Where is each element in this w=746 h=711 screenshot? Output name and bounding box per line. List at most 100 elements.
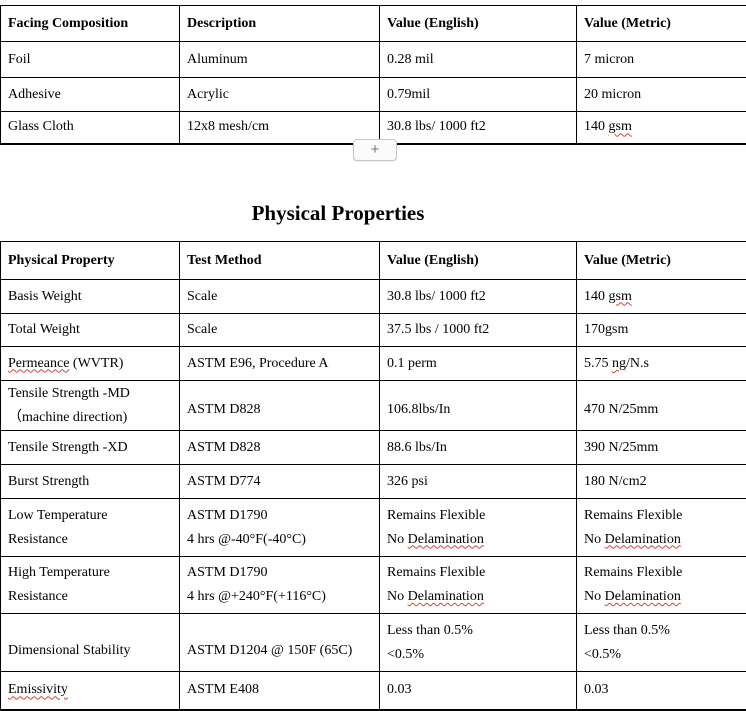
table-cell: ASTM D1790 4 hrs @+240°F(+116°C) — [179, 556, 380, 614]
table-cell: 5.75 ng/N.s — [576, 346, 746, 381]
cell-text: Dimensional Stability — [8, 643, 131, 658]
table-row: Dimensional Stability ASTM D1204 @ 150F (… — [0, 613, 746, 672]
cell-line: 0.28 mil — [387, 48, 572, 72]
table-cell: 0.79mil — [379, 77, 577, 112]
cell-line: ASTM D1790 — [187, 504, 375, 528]
cell-line: 180 N/cm2 — [584, 470, 742, 494]
table-cell: 37.5 lbs / 1000 ft2 — [379, 313, 577, 347]
table-cell: Adhesive — [0, 77, 180, 112]
cell-line: 0.03 — [584, 678, 742, 702]
cell-text: Value (English) — [387, 15, 479, 31]
cell-text: Value (English) — [387, 252, 479, 268]
cell-text: 140 — [584, 288, 609, 304]
table-cell: 170gsm — [576, 313, 746, 347]
cell-text: Scale — [187, 288, 218, 304]
cell-text: 4 hrs @+240°F(+116°C) — [187, 589, 326, 604]
table-cell: Low Temperature Resistance — [0, 498, 180, 557]
cell-line: ASTM D828 — [187, 436, 375, 460]
cell-line: Remains Flexible — [387, 561, 572, 585]
cell-line: Permeance (WVTR) — [8, 352, 175, 376]
cell-line: ASTM D1790 — [187, 561, 375, 585]
cell-line: Burst Strength — [8, 470, 175, 494]
cell-line: 88.6 lbs/In — [387, 436, 572, 460]
table-cell: Foil — [0, 41, 180, 78]
cell-text: 37.5 lbs / 1000 ft2 — [387, 322, 490, 337]
cell-line: Value (Metric) — [584, 12, 742, 36]
table-cell: 326 psi — [379, 464, 577, 499]
table-cell: Total Weight — [0, 313, 180, 347]
cell-text: Basis Weight — [8, 288, 82, 304]
cell-line: 4 hrs @+240°F(+116°C) — [187, 585, 375, 609]
table-row: Adhesive Acrylic 0.79mil 20 micron — [0, 77, 746, 112]
cell-line: 140 gsm — [584, 285, 742, 309]
misspelled-word: gsm — [608, 288, 632, 304]
cell-text: 5.75 — [584, 356, 612, 371]
cell-line: Glass Cloth — [8, 115, 175, 139]
cell-text: 0.03 — [387, 682, 412, 698]
table-row: Foil Aluminum 0.28 mil 7 micron — [0, 41, 746, 78]
table-cell: Remains Flexible No Delamination — [379, 556, 577, 614]
cell-text: Facing Composition — [8, 15, 129, 31]
cell-text: Value (Metric) — [584, 252, 671, 268]
cell-line: Total Weight — [8, 318, 175, 342]
cell-line: Basis Weight — [8, 285, 175, 309]
table-cell: 12x8 mesh/cm — [179, 111, 380, 144]
table-cell: Scale — [179, 279, 380, 314]
cell-line: Remains Flexible — [387, 504, 572, 528]
cell-line: （machine direction) — [8, 406, 175, 430]
cell-line: Emissivity — [8, 678, 175, 702]
cell-line: Remains Flexible — [584, 504, 742, 528]
cell-text: No — [387, 589, 408, 604]
cell-line: 7 micron — [584, 48, 742, 72]
cell-line: 4 hrs @-40°F(-40°C) — [187, 528, 375, 552]
cell-text: ASTM D1790 — [187, 507, 268, 523]
table-cell: ASTM D774 — [179, 464, 380, 499]
table-row: Tensile Strength -XD ASTM D828 88.6 lbs/In… — [0, 430, 746, 465]
cell-line: Adhesive — [8, 83, 175, 107]
misspelled-word: Delamination — [604, 531, 681, 547]
table-row: Emissivity ASTM E408 0.03 0.03 — [0, 671, 746, 710]
misspelled-word: Delamination — [407, 531, 484, 547]
cell-line: Low Temperature — [8, 504, 175, 528]
facing-composition-table: Facing Composition Description Value (Engl… — [0, 5, 746, 145]
table-row: High Temperature Resistance ASTM D1790 4 hr… — [0, 556, 746, 614]
cell-text: Resistance — [8, 531, 68, 547]
table-cell: 140 gsm — [576, 111, 746, 144]
cell-line: Value (English) — [387, 12, 572, 36]
cell-text: Less than 0.5% — [584, 622, 670, 638]
table-cell: ASTM D1790 4 hrs @-40°F(-40°C) — [179, 498, 380, 557]
table-cell: Remains Flexible No Delamination — [576, 498, 746, 557]
table-cell: Tensile Strength -MD （machine direction) — [0, 380, 180, 431]
section-heading: Physical Properties — [251, 201, 425, 225]
table-cell: 470 N/25mm — [576, 380, 746, 431]
cell-line: Scale — [187, 318, 375, 342]
cell-text: 30.8 lbs/ 1000 ft2 — [387, 288, 486, 304]
cell-text: Total Weight — [8, 322, 80, 337]
cell-text: 106.8lbs/In — [387, 402, 451, 417]
table-row: Glass Cloth 12x8 mesh/cm 30.8 lbs/ 1000 ft… — [0, 111, 746, 144]
table-cell: Less than 0.5% <0.5% — [379, 613, 577, 672]
header-cell: Description — [179, 5, 380, 42]
table-cell: Less than 0.5% <0.5% — [576, 613, 746, 672]
cell-line: Remains Flexible — [584, 561, 742, 585]
cell-line: Resistance — [8, 528, 175, 552]
cell-line: ASTM E96, Procedure A — [187, 352, 375, 376]
cell-line: 37.5 lbs / 1000 ft2 — [387, 318, 572, 342]
cell-line: 470 N/25mm — [584, 398, 742, 422]
cell-line: Foil — [8, 48, 175, 72]
cell-text: No — [387, 531, 408, 547]
cell-line: 140 gsm — [584, 115, 742, 139]
cell-text: High Temperature — [8, 565, 110, 580]
cell-text: 0.1 perm — [387, 356, 437, 371]
cell-line: No Delamination — [584, 528, 742, 552]
cell-line: Test Method — [187, 249, 375, 273]
table-cell: Permeance (WVTR) — [0, 346, 180, 381]
cell-text: No — [584, 589, 605, 604]
misspelled-word: ng — [612, 356, 626, 371]
table-cell: Basis Weight — [0, 279, 180, 314]
cell-line: Physical Property — [8, 249, 175, 273]
header-cell: Value (English) — [379, 241, 577, 280]
cell-line: No Delamination — [387, 528, 572, 552]
add-table-row-button[interactable]: + — [353, 139, 397, 161]
